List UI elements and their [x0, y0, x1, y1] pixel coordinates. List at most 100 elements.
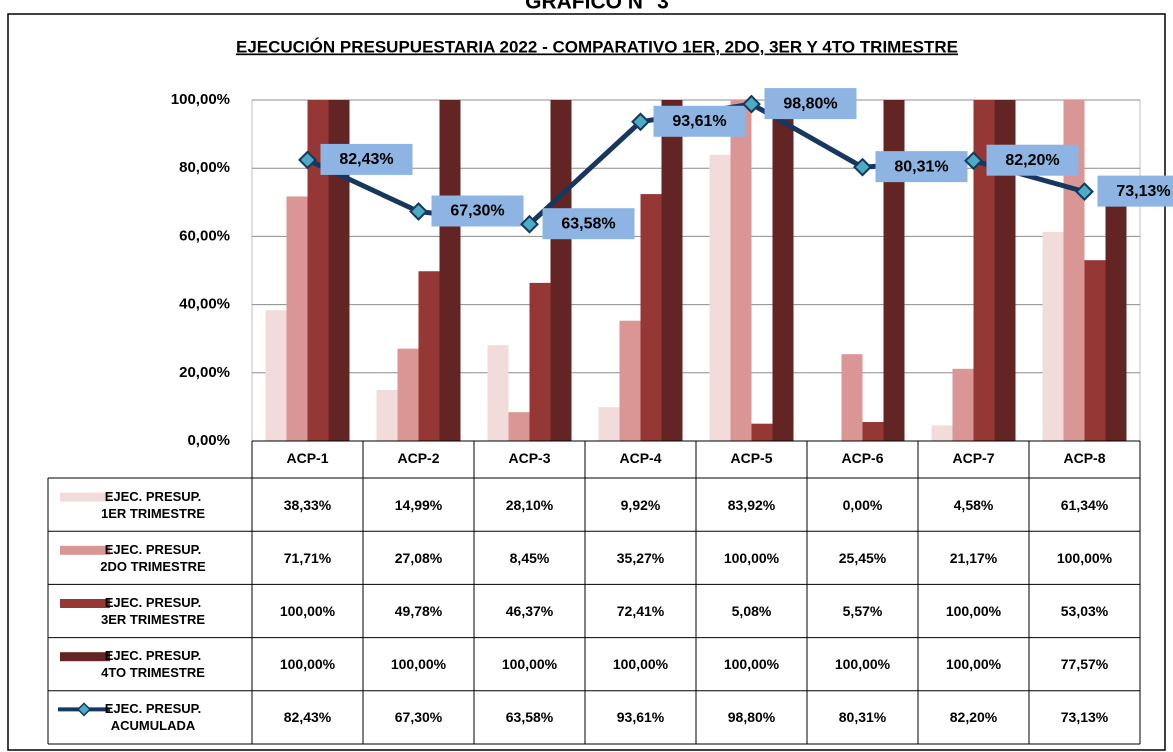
frame: [7, 13, 1166, 751]
bar: [1042, 231, 1064, 441]
table-cell: 100,00%: [723, 549, 780, 566]
table-cell: 80,31%: [838, 709, 887, 726]
table-cell: 100,00%: [834, 656, 891, 673]
table-cell: 77,57%: [1060, 656, 1109, 673]
table-cell: 98,80%: [727, 709, 776, 726]
heading: GRAFICO N° 3: [525, 0, 669, 14]
legend-label: EJEC. PRESUP. ACUMULADA: [93, 691, 213, 744]
bar: [751, 423, 773, 441]
chart-title: EJECUCIÓN PRESUPUESTARIA 2022 - COMPARAT…: [236, 37, 958, 56]
bar: [973, 100, 995, 441]
x-tick-label: ACP-7: [952, 450, 994, 466]
table-cell: 100,00%: [501, 656, 558, 673]
data-label: 67,30%: [450, 203, 504, 220]
y-tick-label: 100,00%: [171, 91, 230, 108]
data-label: 98,80%: [783, 95, 837, 112]
table-cell: 28,10%: [505, 496, 554, 513]
table-cell: 73,13%: [1060, 709, 1109, 726]
data-label-box: [431, 195, 524, 227]
data-label-box: [542, 208, 635, 240]
table-cell: 4,58%: [953, 496, 994, 513]
table-cell: 100,00%: [945, 656, 1002, 673]
x-tick-label: ACP-5: [730, 450, 772, 466]
x-tick-label: ACP-6: [841, 450, 883, 466]
y-tick-label: 40,00%: [179, 296, 230, 313]
bar: [619, 320, 641, 441]
line-marker: [853, 157, 872, 177]
line-marker: [298, 150, 317, 170]
table-cell: 100,00%: [1056, 549, 1113, 566]
table-cell: 63,58%: [505, 709, 554, 726]
legend-marker: [76, 702, 92, 717]
bar: [1084, 260, 1106, 441]
bar: [265, 310, 287, 441]
x-tick-label: ACP-2: [397, 450, 439, 466]
bar: [397, 348, 419, 441]
legend-swatch: [60, 652, 110, 662]
table-cell: 100,00%: [279, 656, 336, 673]
data-label-box: [764, 88, 857, 120]
table-cell: 67,30%: [394, 709, 443, 726]
bar: [841, 354, 863, 441]
table-cell: 9,92%: [620, 496, 661, 513]
bar: [994, 100, 1016, 441]
bar: [709, 154, 731, 441]
bar: [862, 422, 884, 441]
line-marker: [409, 202, 428, 221]
legend-text: EJEC. PRESUP. 4TO TRIMESTRE: [101, 648, 205, 681]
data-label: 73,13%: [1116, 183, 1170, 200]
y-tick-label: 0,00%: [187, 432, 230, 449]
table-cell: 100,00%: [279, 602, 336, 619]
table-cell: 8,45%: [509, 549, 550, 566]
y-tick-label: 60,00%: [179, 227, 230, 244]
table-cell: 100,00%: [945, 602, 1002, 619]
table-cell: 35,27%: [616, 549, 665, 566]
table-cell: 71,71%: [283, 549, 332, 566]
bar: [931, 425, 953, 441]
line-marker: [631, 112, 650, 132]
x-tick-label: ACP-8: [1063, 450, 1105, 466]
table-cell: 93,61%: [616, 709, 665, 726]
bar: [661, 100, 683, 441]
line-marker: [520, 214, 539, 234]
table-cell: 72,41%: [616, 602, 665, 619]
table-cell: 100,00%: [390, 656, 447, 673]
table-cell: 83,92%: [727, 496, 776, 513]
legend-label: EJEC. PRESUP. 3ER TRIMESTRE: [93, 584, 213, 637]
bar: [883, 100, 905, 441]
table-cell: 5,08%: [731, 602, 772, 619]
legend-text: EJEC. PRESUP. 3ER TRIMESTRE: [100, 594, 205, 627]
legend-text: EJEC. PRESUP. 2DO TRIMESTRE: [100, 541, 206, 574]
legend-label: EJEC. PRESUP. 4TO TRIMESTRE: [93, 638, 213, 691]
table-cell: 100,00%: [723, 656, 780, 673]
bar: [307, 100, 329, 441]
table-cell: 21,17%: [949, 549, 998, 566]
bar: [1105, 176, 1127, 441]
bar: [640, 194, 662, 441]
table-cell: 14,99%: [394, 496, 443, 513]
legend-text: EJEC. PRESUP. 1ER TRIMESTRE: [100, 488, 205, 521]
table-cell: 61,34%: [1060, 496, 1109, 513]
legend-swatch: [60, 545, 110, 555]
data-label-box: [653, 105, 746, 137]
data-label: 80,31%: [894, 158, 948, 175]
line-marker: [742, 94, 761, 114]
legend-label: EJEC. PRESUP. 1ER TRIMESTRE: [93, 478, 213, 531]
bar: [328, 100, 350, 441]
data-label: 82,43%: [339, 151, 393, 168]
bar: [598, 407, 620, 441]
bar: [529, 282, 551, 441]
data-label: 63,58%: [561, 215, 615, 232]
bar: [286, 196, 308, 441]
legend-swatch: [60, 599, 110, 608]
table-cell: 53,03%: [1060, 602, 1109, 619]
bar: [418, 271, 440, 441]
table-cell: 100,00%: [612, 656, 669, 673]
x-tick-label: ACP-3: [508, 450, 550, 466]
y-tick-label: 20,00%: [179, 364, 230, 381]
x-tick-label: ACP-4: [619, 450, 661, 466]
bar: [550, 100, 572, 441]
bar: [487, 345, 509, 441]
